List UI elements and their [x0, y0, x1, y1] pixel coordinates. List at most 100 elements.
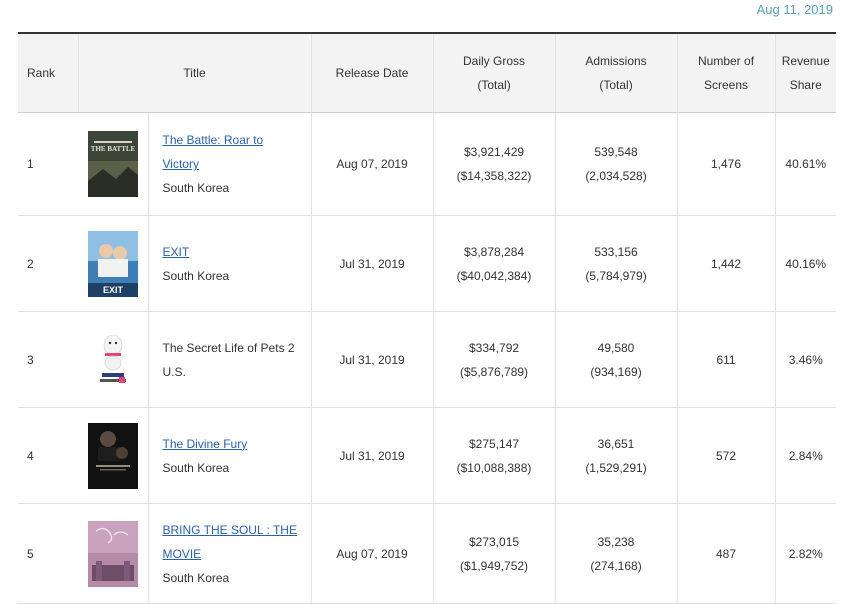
poster-cell: THE BATTLE — [78, 112, 148, 216]
screens-cell: 1,442 — [676, 215, 776, 312]
admissions-value: 539,548 — [594, 145, 638, 159]
poster-cell — [78, 311, 148, 408]
screens-cell: 1,476 — [676, 112, 776, 216]
movie-poster[interactable] — [87, 520, 138, 587]
admissions-cell: 36,651 (1,529,291) — [554, 407, 678, 504]
revenue-share-cell: 2.82% — [774, 503, 837, 604]
header-revenue-share: Revenue Share — [774, 32, 837, 113]
movie-title-link-cont[interactable]: Victory — [162, 157, 199, 171]
poster-title-text: EXIT — [103, 285, 124, 295]
total-gross-value: ($1,949,752) — [459, 558, 529, 573]
rank-cell: 5 — [18, 503, 78, 604]
header-screens-line2: Screens — [704, 78, 749, 92]
admissions-value: 36,651 — [597, 436, 635, 451]
movie-title-link[interactable]: The Battle: Roar to — [162, 133, 264, 147]
header-title: Title — [77, 32, 312, 113]
revenue-share-cell: 40.16% — [774, 215, 837, 312]
release-date-cell: Jul 31, 2019 — [310, 311, 434, 408]
title-cell: The Secret Life of Pets 2 U.S. — [147, 311, 312, 408]
poster-cell: EXIT — [78, 215, 148, 312]
nation-label: South Korea — [162, 460, 230, 475]
nation-label: U.S. — [162, 364, 186, 379]
box-office-table: Rank Title Release Date Daily Gross (Tot… — [18, 32, 837, 604]
title-cell: The Divine Fury South Korea — [147, 407, 312, 504]
movie-poster[interactable]: EXIT — [87, 230, 138, 297]
rank-cell: 2 — [18, 215, 78, 312]
table-row: 5 BRING THE SOUL : THE MOVIE South Korea… — [18, 503, 837, 604]
header-rank: Rank — [18, 32, 78, 113]
poster-cell — [78, 503, 148, 604]
title-cell: EXIT South Korea — [147, 215, 312, 312]
admissions-cell: 35,238 (274,168) — [554, 503, 678, 604]
table-header-row: Rank Title Release Date Daily Gross (Tot… — [18, 32, 837, 113]
header-screens: Number of Screens — [676, 32, 776, 113]
total-gross-value: ($5,876,789) — [459, 364, 529, 379]
release-date-cell: Aug 07, 2019 — [310, 503, 434, 604]
box-office-date: Aug 11, 2019 — [756, 2, 833, 17]
daily-gross-value: $3,921,429 — [463, 145, 525, 159]
revenue-share-cell: 40.61% — [774, 112, 837, 216]
movie-poster[interactable] — [87, 422, 138, 489]
movie-poster[interactable]: THE BATTLE — [87, 131, 138, 197]
title-cell: The Battle: Roar to Victory South Korea — [147, 112, 312, 216]
total-gross-value: ($14,358,322) — [456, 169, 532, 183]
header-admissions-label: Admissions — [585, 54, 647, 68]
daily-gross-cell: $334,792 ($5,876,789) — [432, 311, 556, 408]
rank-cell: 4 — [18, 407, 78, 504]
daily-gross-cell: $275,147 ($10,088,388) — [432, 407, 556, 504]
nation-label: South Korea — [162, 570, 230, 585]
movie-title-link[interactable]: The Divine Fury — [162, 436, 248, 451]
header-daily-gross-label: Daily Gross — [463, 54, 526, 68]
screens-cell: 572 — [676, 407, 776, 504]
release-date-cell: Jul 31, 2019 — [310, 215, 434, 312]
admissions-total-value: (5,784,979) — [585, 268, 647, 283]
header-share-line2: Share — [789, 78, 822, 92]
admissions-total-value: (1,529,291) — [585, 460, 647, 475]
table-row: 1 THE BATTLE The Battle: Roar to Victory… — [18, 112, 837, 216]
admissions-cell: 49,580 (934,169) — [554, 311, 678, 408]
daily-gross-value: $275,147 — [468, 436, 520, 451]
nation-label: South Korea — [162, 181, 230, 195]
poster-title-text: THE BATTLE — [91, 145, 136, 153]
daily-gross-value: $273,015 — [468, 534, 520, 549]
admissions-total-value: (2,034,528) — [585, 169, 647, 183]
movie-poster[interactable] — [87, 326, 138, 393]
title-cell: BRING THE SOUL : THE MOVIE South Korea — [147, 503, 312, 604]
header-admissions-sub: (Total) — [599, 78, 633, 92]
revenue-share-cell: 3.46% — [774, 311, 837, 408]
screens-cell: 487 — [676, 503, 776, 604]
admissions-cell: 539,548 (2,034,528) — [554, 112, 678, 216]
admissions-value: 35,238 — [597, 534, 635, 549]
daily-gross-cell: $3,878,284 ($40,042,384) — [432, 215, 556, 312]
admissions-value: 49,580 — [597, 340, 635, 355]
daily-gross-value: $334,792 — [468, 340, 520, 355]
rank-cell: 1 — [18, 112, 78, 216]
table-row: 3 The Secret Life of Pets 2 U.S. — [18, 311, 837, 408]
table-row: 2 EXIT EXIT South Korea Jul 31, 2019 $3,… — [18, 215, 837, 312]
daily-gross-cell: $273,015 ($1,949,752) — [432, 503, 556, 604]
screens-cell: 611 — [676, 311, 776, 408]
total-gross-value: ($10,088,388) — [456, 460, 532, 475]
header-screens-line1: Number of — [698, 54, 755, 68]
movie-title-link[interactable]: EXIT — [162, 244, 190, 259]
admissions-total-value: (274,168) — [590, 558, 642, 573]
header-admissions: Admissions (Total) — [554, 32, 678, 113]
nation-label: South Korea — [162, 268, 230, 283]
header-share-line1: Revenue — [781, 54, 830, 68]
release-date-cell: Aug 07, 2019 — [310, 112, 434, 216]
daily-gross-cell: $3,921,429 ($14,358,322) — [432, 112, 556, 216]
movie-title-link[interactable]: BRING THE SOUL : THE — [162, 522, 297, 537]
admissions-total-value: (934,169) — [590, 364, 642, 379]
header-daily-gross: Daily Gross (Total) — [432, 32, 556, 113]
rank-cell: 3 — [18, 311, 78, 408]
daily-gross-value: $3,878,284 — [463, 244, 525, 259]
total-gross-value: ($40,042,384) — [456, 268, 532, 283]
table-row: 4 The Divine Fury South Korea Jul 31, 20… — [18, 407, 837, 504]
admissions-value: 533,156 — [594, 244, 638, 259]
release-date-cell: Jul 31, 2019 — [310, 407, 434, 504]
movie-title: The Secret Life of Pets 2 — [162, 340, 295, 355]
movie-title-link-cont[interactable]: MOVIE — [162, 546, 202, 561]
header-release-date: Release Date — [310, 32, 434, 113]
poster-cell — [78, 407, 148, 504]
admissions-cell: 533,156 (5,784,979) — [554, 215, 678, 312]
